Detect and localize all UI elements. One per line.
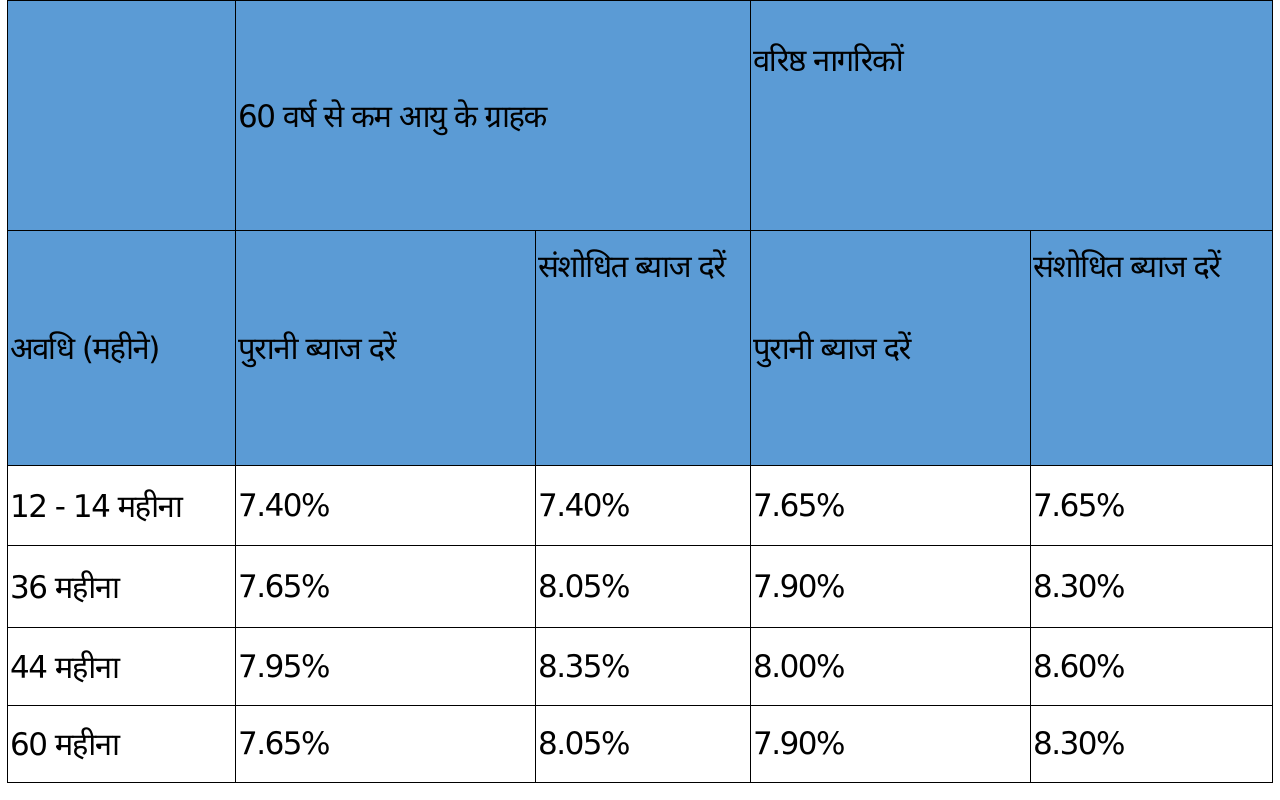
rate-cell: 7.65% xyxy=(235,545,536,628)
rate-cell: 8.30% xyxy=(1030,545,1273,628)
group-header: 60 वर्ष से कम आयु के ग्राहक xyxy=(235,0,751,231)
column-header: संशोधित ब्याज दरें xyxy=(1030,230,1273,466)
rate-cell: 7.40% xyxy=(235,465,536,546)
column-header: पुरानी ब्याज दरें xyxy=(750,230,1031,466)
rate-cell: 7.65% xyxy=(1030,465,1273,546)
rate-cell: 8.05% xyxy=(535,705,751,783)
rate-cell: 8.35% xyxy=(535,627,751,706)
rate-cell: 7.65% xyxy=(750,465,1031,546)
group-header: वरिष्ठ नागरिकों xyxy=(750,0,1273,231)
rate-cell: 7.65% xyxy=(235,705,536,783)
rate-cell: 7.40% xyxy=(535,465,751,546)
rate-cell: 7.90% xyxy=(750,705,1031,783)
rate-cell: 8.60% xyxy=(1030,627,1273,706)
column-header: पुरानी ब्याज दरें xyxy=(235,230,536,466)
rate-cell: 7.95% xyxy=(235,627,536,706)
rate-cell: 8.05% xyxy=(535,545,751,628)
column-header: अवधि (महीने) xyxy=(7,230,236,466)
row-label: 44 महीना xyxy=(7,627,236,706)
rate-cell: 8.00% xyxy=(750,627,1031,706)
rate-cell: 7.90% xyxy=(750,545,1031,628)
header-corner xyxy=(7,0,236,231)
row-label: 36 महीना xyxy=(7,545,236,628)
column-header: संशोधित ब्याज दरें xyxy=(535,230,751,466)
row-label: 60 महीना xyxy=(7,705,236,783)
rate-cell: 8.30% xyxy=(1030,705,1273,783)
row-label: 12 - 14 महीना xyxy=(7,465,236,546)
